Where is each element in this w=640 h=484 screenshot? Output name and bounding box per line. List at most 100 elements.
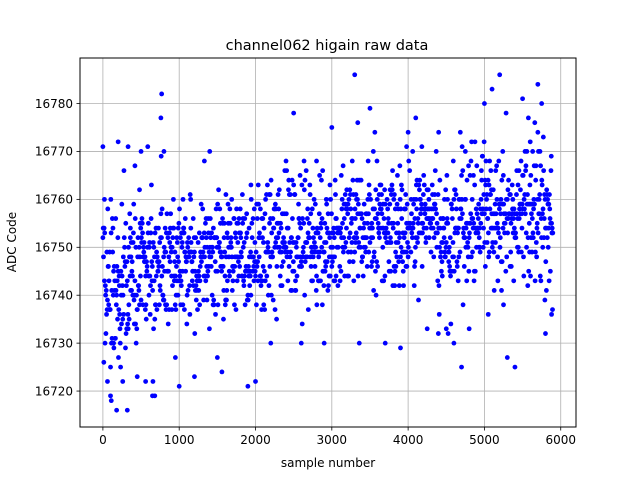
data-point	[114, 407, 120, 413]
data-point	[210, 249, 216, 255]
data-point	[488, 168, 494, 174]
data-point	[534, 254, 540, 260]
data-point	[298, 340, 304, 346]
data-point	[108, 196, 114, 202]
data-point	[208, 235, 214, 241]
data-point	[119, 321, 124, 327]
data-point	[192, 374, 197, 380]
data-point	[220, 216, 225, 221]
data-point	[134, 292, 139, 298]
data-point	[171, 225, 177, 231]
data-point	[249, 220, 255, 226]
data-point	[440, 216, 446, 221]
data-point	[369, 264, 374, 269]
data-point	[504, 355, 510, 360]
data-point	[373, 292, 379, 298]
data-point	[323, 196, 329, 202]
data-point	[290, 259, 296, 265]
data-point	[538, 163, 543, 169]
y-tick-label: 16750	[35, 241, 73, 255]
data-point	[284, 168, 290, 174]
data-point	[505, 216, 511, 221]
data-point	[382, 273, 388, 279]
x-axis-label: sample number	[281, 456, 375, 470]
data-point	[443, 326, 449, 332]
data-point	[402, 206, 408, 212]
data-points	[100, 72, 556, 413]
data-point	[517, 206, 522, 212]
data-point	[297, 173, 303, 178]
data-point	[449, 216, 455, 221]
data-point	[500, 225, 506, 231]
data-point	[512, 364, 518, 370]
data-point	[405, 129, 411, 135]
data-point	[482, 101, 487, 106]
data-point	[192, 268, 198, 274]
data-point	[452, 187, 458, 193]
data-point	[114, 292, 120, 298]
data-point	[160, 292, 166, 298]
data-point	[219, 268, 225, 274]
data-point	[548, 168, 554, 174]
data-point	[413, 115, 419, 121]
data-point	[221, 220, 227, 226]
data-point	[252, 240, 258, 245]
data-point	[178, 283, 184, 289]
data-point	[197, 278, 203, 284]
data-point	[432, 192, 438, 197]
data-point	[287, 254, 293, 260]
data-point	[540, 134, 546, 140]
data-point	[503, 211, 508, 217]
data-point	[253, 379, 258, 384]
data-point	[332, 278, 338, 284]
data-point	[274, 316, 279, 322]
data-point	[482, 211, 487, 217]
data-point	[113, 216, 119, 221]
data-point	[410, 220, 416, 226]
data-point	[111, 340, 116, 346]
data-point	[236, 216, 242, 221]
data-point	[116, 355, 121, 360]
data-point	[120, 283, 125, 289]
data-point	[478, 196, 484, 202]
data-point	[315, 230, 321, 236]
data-point	[480, 153, 485, 159]
data-point	[366, 211, 371, 217]
data-point	[195, 307, 200, 312]
data-point	[372, 206, 377, 212]
data-point	[145, 220, 151, 226]
data-point	[227, 220, 233, 226]
data-point	[106, 278, 112, 284]
data-point	[337, 278, 343, 284]
data-point	[102, 278, 107, 284]
data-point	[454, 259, 460, 265]
data-point	[546, 278, 552, 284]
data-point	[489, 244, 495, 250]
data-point	[549, 311, 554, 317]
data-point	[510, 196, 516, 202]
data-point	[466, 326, 472, 332]
data-point	[522, 211, 528, 217]
data-point	[113, 288, 119, 293]
data-point	[403, 249, 409, 255]
data-point	[525, 192, 530, 197]
data-point	[385, 216, 391, 221]
data-point	[340, 163, 346, 169]
data-point	[255, 278, 261, 284]
data-point	[183, 268, 189, 274]
data-point	[322, 220, 328, 226]
data-point	[230, 278, 236, 284]
data-point	[103, 288, 109, 293]
data-point	[529, 211, 534, 217]
data-point	[110, 225, 116, 231]
data-point	[385, 206, 391, 212]
data-point	[273, 240, 279, 245]
data-point	[121, 311, 127, 317]
data-point	[414, 235, 420, 241]
data-point	[511, 225, 517, 231]
data-point	[444, 216, 450, 221]
data-point	[422, 211, 428, 217]
data-point	[247, 283, 253, 289]
data-point	[500, 149, 506, 154]
data-point	[147, 240, 152, 245]
